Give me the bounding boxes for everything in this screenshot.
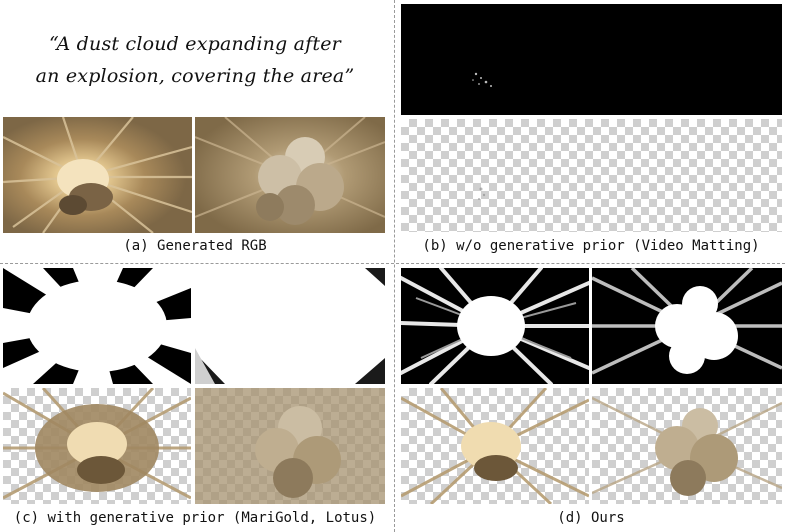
matte-video-matting [401,4,782,115]
vertical-divider [394,0,395,532]
prompt-line-1: “A dust cloud expanding after [49,33,341,55]
prompt-line-2: an explosion, covering the area” [35,65,355,87]
rgb-frame-1 [3,117,192,233]
caption-c: (c) with generative prior (MariGold, Lot… [13,510,377,526]
caption-d: (d) Ours [557,510,625,526]
prompt-text: “A dust cloud expanding after an explosi… [0,28,390,92]
composite-generative-frame-2 [195,388,385,504]
composite-video-matting [401,119,782,232]
caption-a: (a) Generated RGB [123,238,267,254]
composite-ours-frame-2 [592,388,782,504]
rgb-frame-2 [195,117,385,233]
matte-ours-frame-2 [592,268,782,384]
composite-ours-frame-1 [401,388,589,504]
matte-generative-frame-1 [3,268,191,384]
caption-b: (b) w/o generative prior (Video Matting) [422,238,760,254]
horizontal-divider [0,263,785,264]
matte-generative-frame-2 [195,268,385,384]
composite-generative-frame-1 [3,388,191,504]
matte-ours-frame-1 [401,268,589,384]
